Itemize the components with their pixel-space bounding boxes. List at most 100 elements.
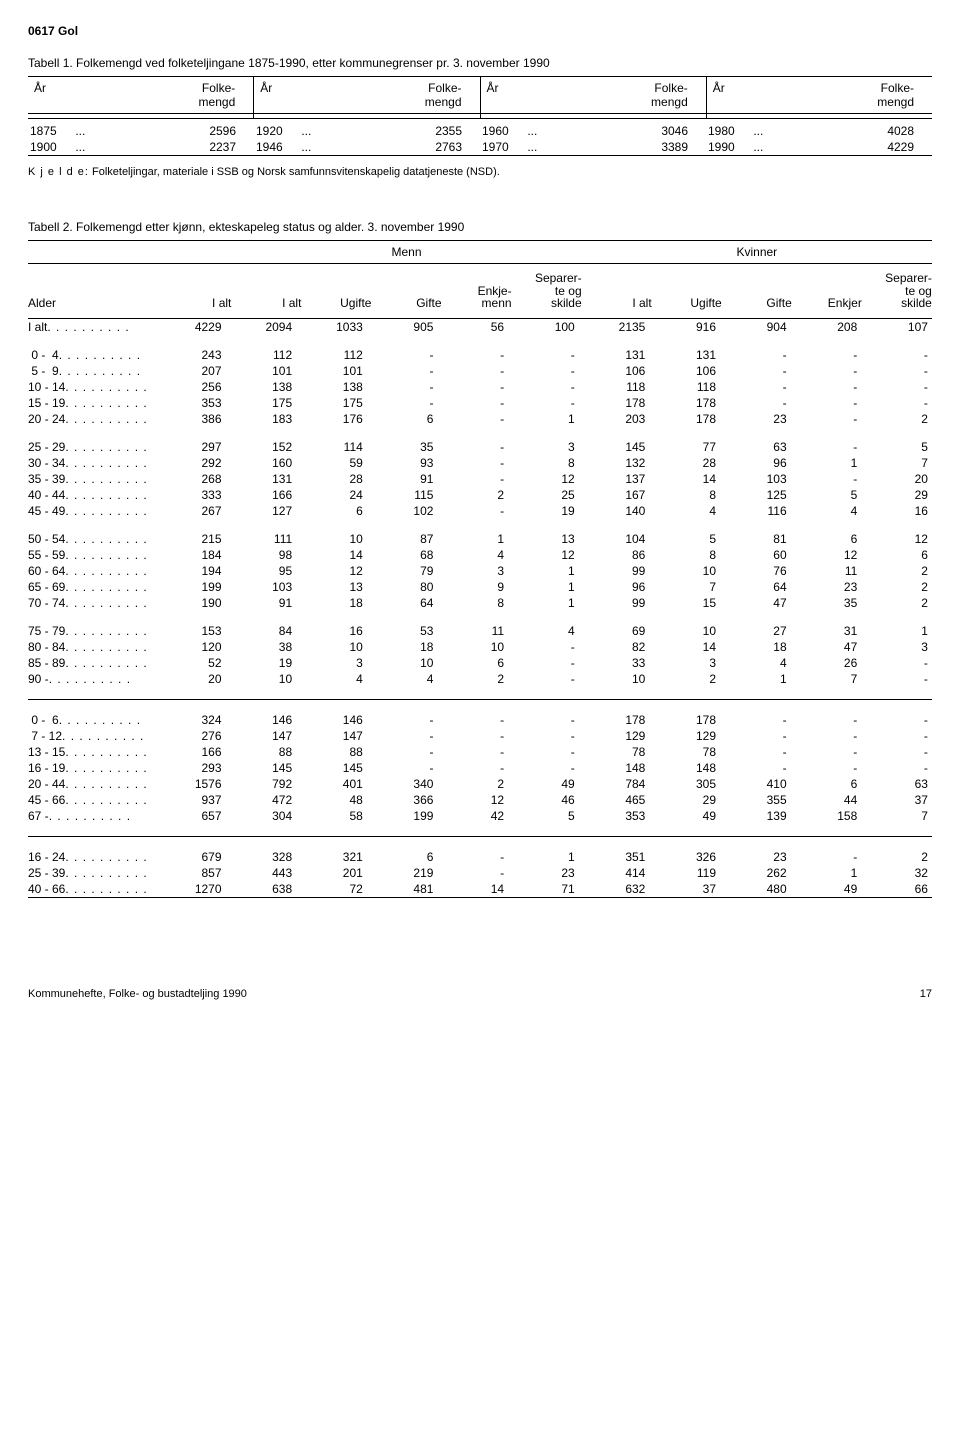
cell-value: 98 (226, 548, 297, 562)
cell-value: - (508, 364, 579, 378)
cell-value: 937 (157, 793, 226, 807)
cell-value: 340 (367, 777, 438, 791)
row-label-text: 16 - 19 (28, 761, 65, 775)
row-label: 50 - 54 . . . . . . . . . . (28, 532, 157, 546)
row-label: 20 - 44 . . . . . . . . . . (28, 777, 157, 791)
row-label-dots: . . . . . . . . . . (62, 729, 157, 743)
footer-left: Kommunehefte, Folke- og bustadteljing 19… (28, 988, 247, 1000)
cell-value: 78 (579, 745, 650, 759)
cell-value: 1270 (157, 882, 226, 896)
cell-value: 14 (296, 548, 367, 562)
cell-value: 18 (367, 640, 438, 654)
row-label: 67 - . . . . . . . . . . (28, 809, 157, 823)
col-k-ugifte: Ugifte (652, 288, 722, 318)
cell-value: - (437, 348, 508, 362)
cell-value: - (437, 850, 508, 864)
cell-value: 305 (649, 777, 720, 791)
cell-value: 95 (226, 564, 297, 578)
cell-value: - (508, 380, 579, 394)
cell-value: 784 (579, 777, 650, 791)
col-pop: Folke-mengd (572, 81, 705, 109)
cell-value: 256 (157, 380, 226, 394)
table1-subcell (28, 114, 253, 118)
cell-value: 6 (296, 504, 367, 518)
row-label: 60 - 64 . . . . . . . . . . (28, 564, 157, 578)
cell-value: 101 (226, 364, 297, 378)
block-gap (28, 335, 932, 347)
cell-value: 199 (157, 580, 226, 594)
cell-value: 88 (226, 745, 297, 759)
cell-value: 2135 (579, 320, 650, 334)
cell-value: - (508, 396, 579, 410)
cell-value: 32 (861, 866, 932, 880)
cell-value: 4 (508, 624, 579, 638)
cell-value: 4 (367, 672, 438, 686)
col-m-ugifte: Ugifte (301, 288, 371, 318)
cell-value: 175 (226, 396, 297, 410)
cell-value: 118 (579, 380, 650, 394)
col-k-enkjer: Enkjer (792, 288, 862, 318)
cell-value: 112 (296, 348, 367, 362)
cell-value: 199 (367, 809, 438, 823)
cell-value: 52 (157, 656, 226, 670)
cell-value: 38 (226, 640, 297, 654)
row-label-dots: . . . . . . . . . . (65, 777, 157, 791)
cell-value: 153 (157, 624, 226, 638)
row-label: 0 - 4 . . . . . . . . . . (28, 348, 157, 362)
row-label-text: 13 - 15 (28, 745, 65, 759)
table2-row: 16 - 24 . . . . . . . . . .6793283216-13… (28, 849, 932, 865)
cell-value: - (367, 364, 438, 378)
cell-value: - (720, 396, 791, 410)
row-label-dots: . . . . . . . . . . (65, 564, 157, 578)
cell-value: 28 (296, 472, 367, 486)
cell-value: 3 (649, 656, 720, 670)
cell-value: 2596 (121, 124, 254, 138)
source-text: Folketeljingar, materiale i SSB og Norsk… (92, 166, 500, 178)
cell-value: 6 (791, 532, 862, 546)
doc-header: 0617 Gol (28, 24, 932, 38)
cell-value: 1 (791, 866, 862, 880)
cell-value: 12 (508, 472, 579, 486)
cell-value: 857 (157, 866, 226, 880)
cell-value: 131 (226, 472, 297, 486)
cell-value: 293 (157, 761, 226, 775)
row-label-dots: . . . . . . . . . . (65, 504, 157, 518)
cell-value: 1 (720, 672, 791, 686)
page-footer: Kommunehefte, Folke- og bustadteljing 19… (28, 988, 932, 1000)
cell-value: 10 (579, 672, 650, 686)
cell-value: 148 (649, 761, 720, 775)
cell-value: 23 (791, 580, 862, 594)
row-label-text: 15 - 19 (28, 396, 65, 410)
cell-value: 116 (720, 504, 791, 518)
cell-value: 3 (861, 640, 932, 654)
cell-value: 47 (720, 596, 791, 610)
cell-value: 190 (157, 596, 226, 610)
cell-dots: ... (301, 124, 346, 138)
row-label: 25 - 39 . . . . . . . . . . (28, 866, 157, 880)
col-k-gifte: Gifte (722, 288, 792, 318)
table1-subcell (253, 114, 479, 118)
cell-value: - (791, 745, 862, 759)
col-m-sep: Separer- te og skilde (512, 264, 582, 318)
cell-value: 114 (296, 440, 367, 454)
cell-value: 72 (296, 882, 367, 896)
cell-value: 262 (720, 866, 791, 880)
cell-value: 53 (367, 624, 438, 638)
cell-value: 147 (296, 729, 367, 743)
cell-value: 64 (367, 596, 438, 610)
cell-value: 29 (649, 793, 720, 807)
cell-value: 138 (296, 380, 367, 394)
cell-value: 27 (720, 624, 791, 638)
cell-value: 37 (861, 793, 932, 807)
head-group-menn: Menn (231, 241, 581, 263)
cell-value: 12 (437, 793, 508, 807)
row-label-dots: . . . . . . . . . . (59, 348, 157, 362)
table1-subcell (706, 114, 932, 118)
cell-value: 4 (649, 504, 720, 518)
source-label: K j e l d e: (28, 166, 89, 178)
footer-page-number: 17 (920, 988, 932, 1000)
cell-value: - (791, 348, 862, 362)
table2-row: 50 - 54 . . . . . . . . . .2151111087113… (28, 531, 932, 547)
row-label: 45 - 49 . . . . . . . . . . (28, 504, 157, 518)
cell-value: 201 (296, 866, 367, 880)
